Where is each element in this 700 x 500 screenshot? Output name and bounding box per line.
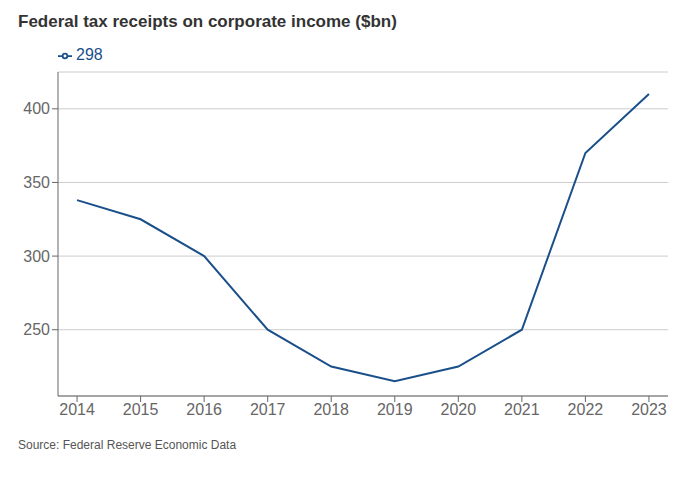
svg-text:2020: 2020 — [441, 401, 477, 418]
svg-text:350: 350 — [23, 174, 50, 191]
svg-text:400: 400 — [23, 100, 50, 117]
svg-text:2014: 2014 — [59, 401, 95, 418]
html-text:Source: Federal Reserve Econom: Source: Federal Reserve Economic Data — [18, 438, 237, 452]
html-text:298: 298 — [76, 46, 103, 63]
svg-text:2021: 2021 — [504, 401, 540, 418]
svg-text:300: 300 — [23, 248, 50, 265]
svg-text:2017: 2017 — [250, 401, 286, 418]
svg-text:2023: 2023 — [631, 401, 667, 418]
svg-text:2015: 2015 — [123, 401, 159, 418]
html-text:Federal tax receipts on corpor: Federal tax receipts on corporate income… — [18, 12, 397, 31]
svg-text:2019: 2019 — [377, 401, 413, 418]
svg-text:250: 250 — [23, 321, 50, 338]
svg-text:2018: 2018 — [313, 401, 349, 418]
svg-text:2016: 2016 — [186, 401, 222, 418]
svg-text:2022: 2022 — [568, 401, 604, 418]
